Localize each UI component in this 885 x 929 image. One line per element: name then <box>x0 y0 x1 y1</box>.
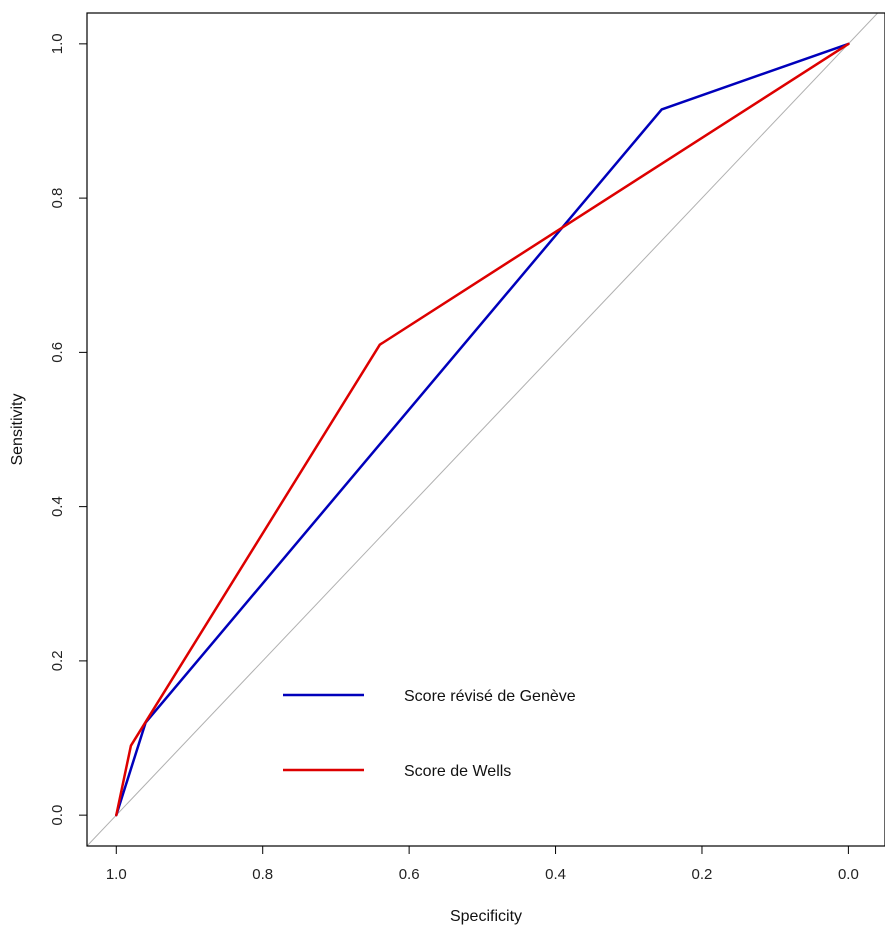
series-line-1 <box>115 42 850 817</box>
y-tick-label: 0.4 <box>49 496 66 517</box>
y-tick-label: 1.0 <box>49 33 66 54</box>
series-line-2 <box>115 42 850 817</box>
y-tick-label: 0.6 <box>49 342 66 363</box>
x-tick-label: 0.4 <box>545 866 566 883</box>
y-axis-title: Sensitivity <box>9 393 26 465</box>
legend-label-1: Score révisé de Genève <box>404 688 576 705</box>
x-tick-label: 0.8 <box>252 866 273 883</box>
reference-layer <box>87 13 879 846</box>
series-layer <box>115 42 850 817</box>
legend-label-2: Score de Wells <box>404 763 511 780</box>
x-tick-label: 0.6 <box>399 866 420 883</box>
x-tick-label: 0.0 <box>838 866 859 883</box>
x-tick-label: 0.2 <box>692 866 713 883</box>
x-tick-label: 1.0 <box>106 866 127 883</box>
x-axis-title: Specificity <box>450 908 522 925</box>
y-tick-label: 0.2 <box>49 650 66 671</box>
axis-layer: 1.0 0.8 0.6 0.4 0.2 0.0 0.0 0.2 0.4 0.6 0.8 1.0 <box>49 33 859 883</box>
y-tick-label: 0.8 <box>49 188 66 209</box>
y-tick-label: 0.0 <box>49 805 66 826</box>
legend: Score révisé de Genève Score de Wells <box>283 688 576 780</box>
reference-diagonal-line <box>87 13 879 846</box>
plot-frame <box>86 12 885 847</box>
